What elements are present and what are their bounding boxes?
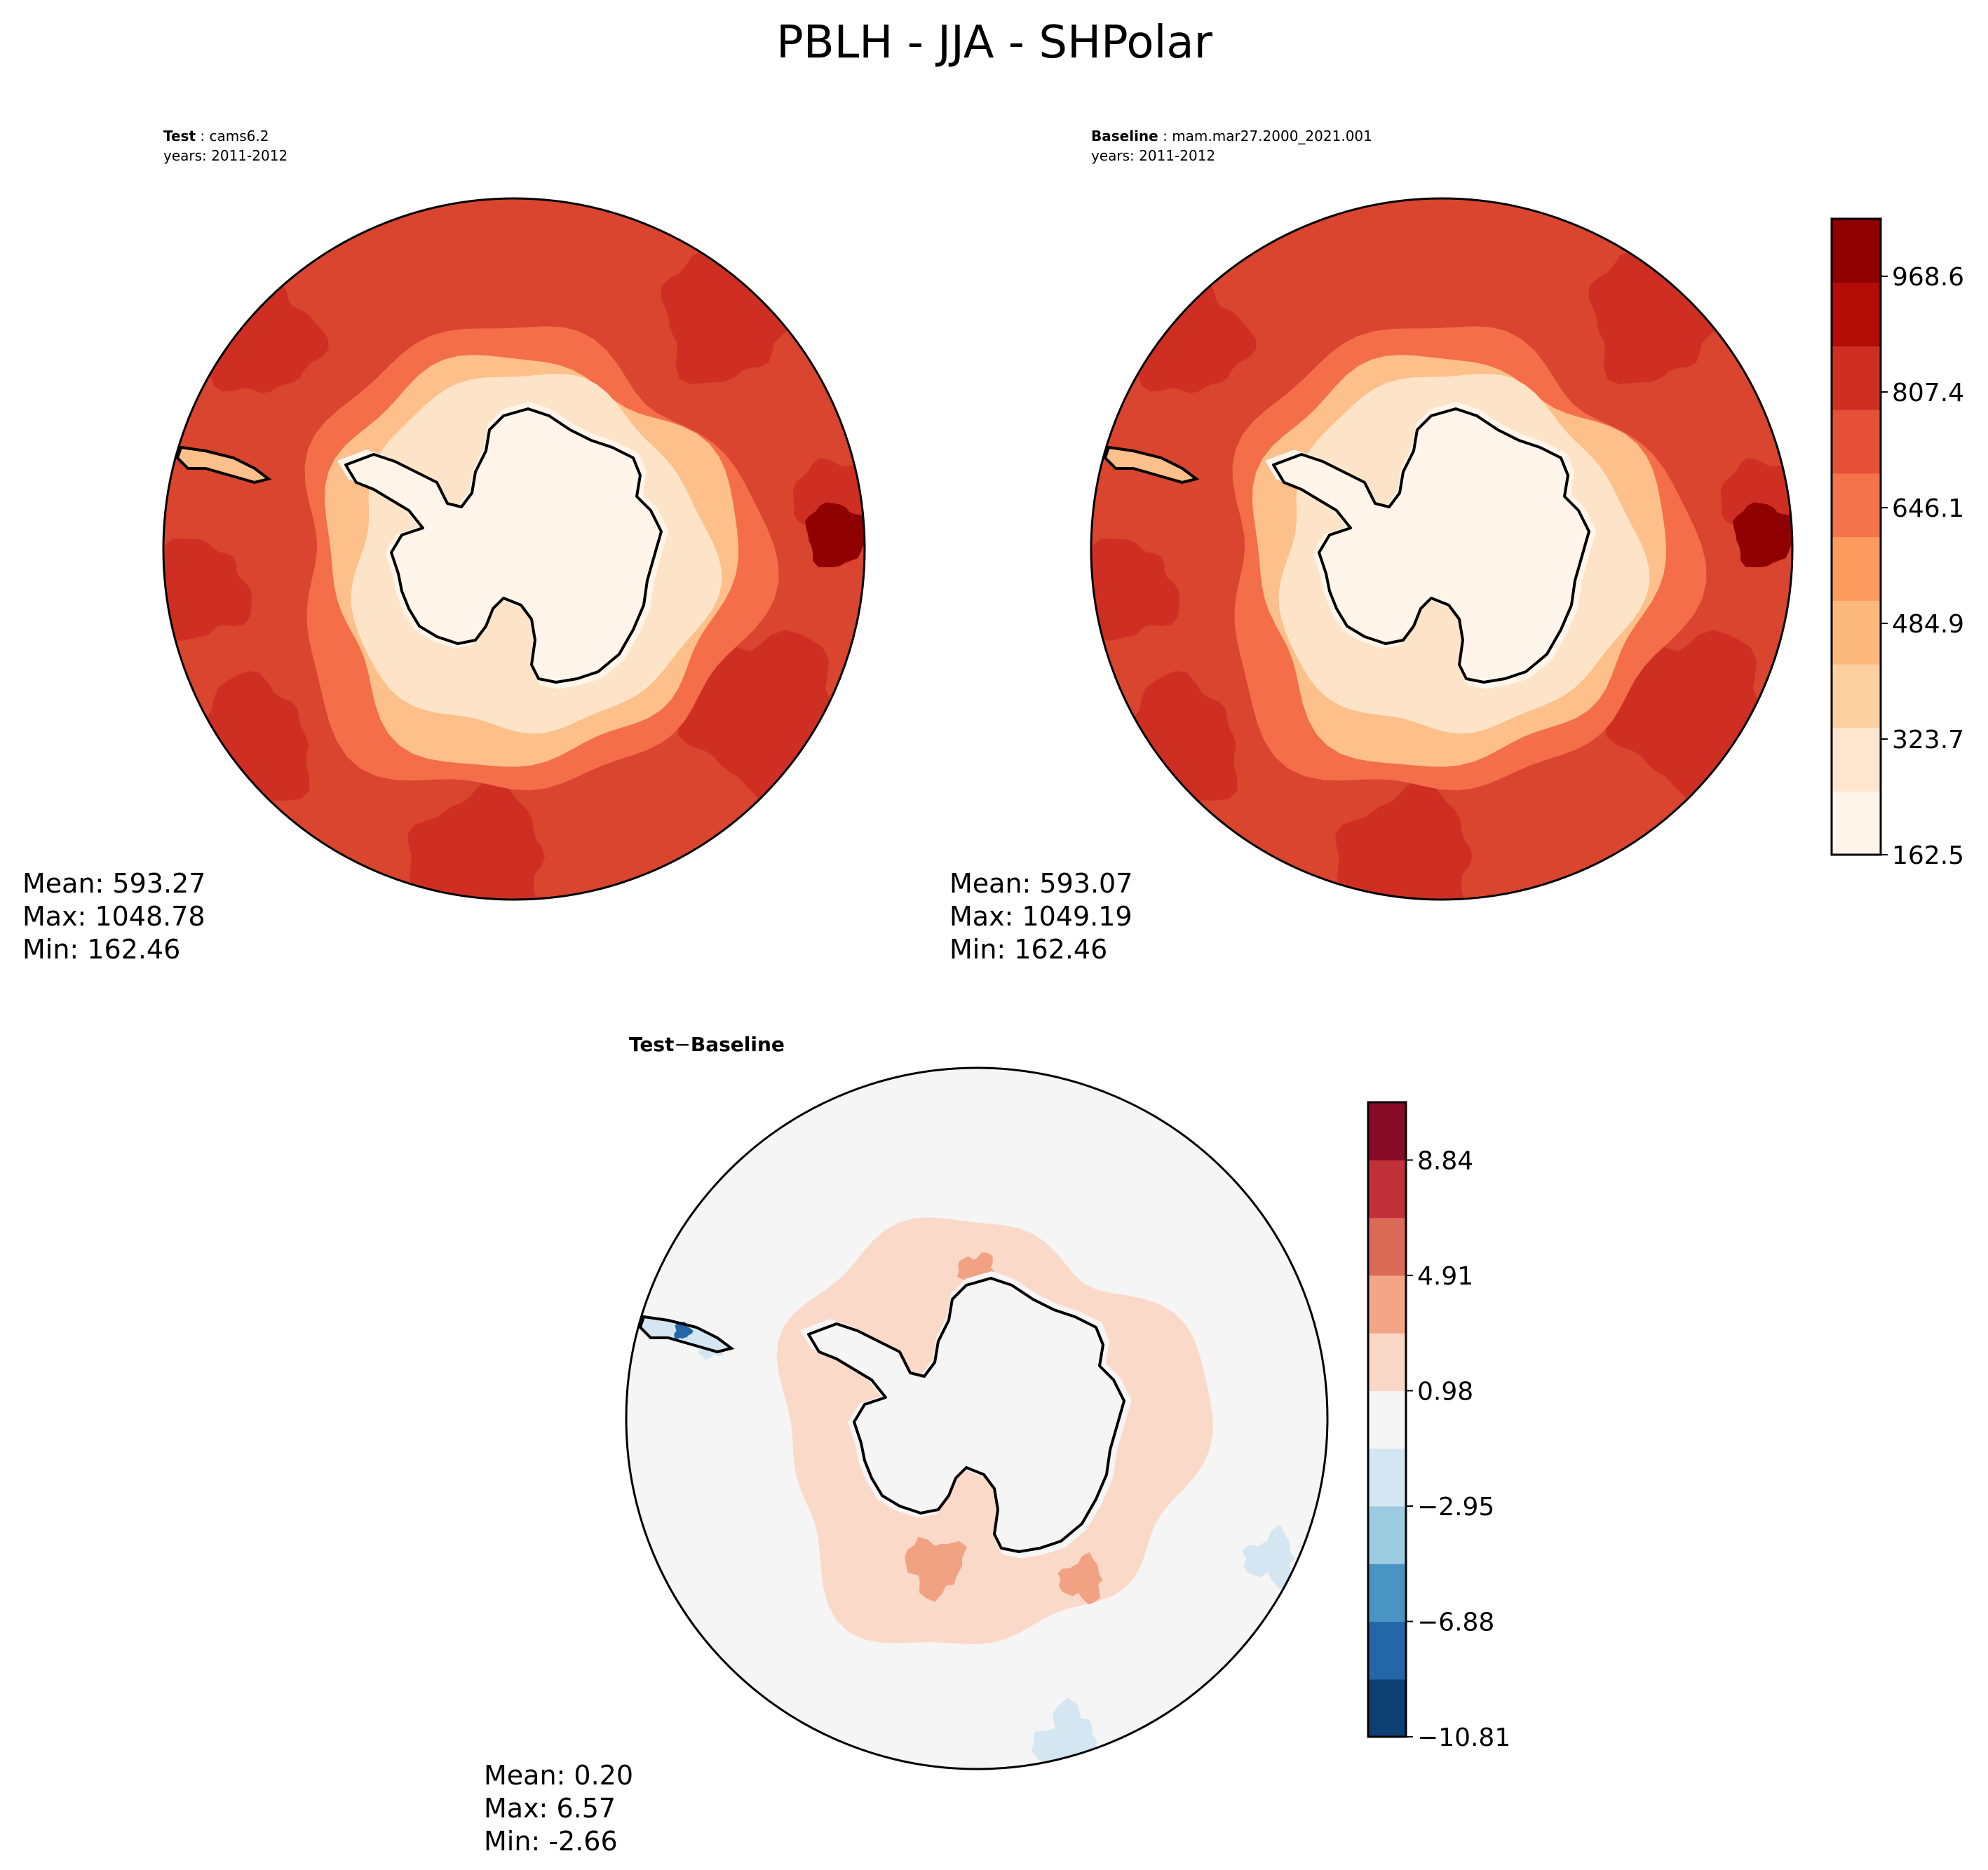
cbar-diff-swatch [1368, 1333, 1406, 1391]
cbar-abs-swatch [1832, 473, 1881, 538]
panel-baseline-label-sep: : [1158, 128, 1172, 144]
baseline-max-patch [1733, 502, 1792, 567]
test-coastline [344, 407, 663, 684]
cbar-diff-swatch [1368, 1160, 1406, 1219]
cbar-abs-tick-label: 646.1 [1892, 494, 1964, 523]
panel-baseline-max: Max: 1049.19 [949, 901, 1132, 932]
test-south-america-coast [175, 445, 272, 485]
cbar-abs-tick-label: 484.9 [1892, 610, 1964, 639]
baseline-south-america-coast [1103, 445, 1200, 485]
panel-diff-mean: Mean: 0.20 [484, 1760, 633, 1791]
cbar-diff-tick-label: 4.91 [1417, 1262, 1473, 1291]
panel-diff-max: Max: 6.57 [484, 1793, 616, 1824]
diff-negative-core [674, 1321, 694, 1340]
panel-diff-min: Min: -2.66 [484, 1826, 618, 1857]
cbar-abs-tick-label: 323.7 [1892, 726, 1964, 754]
colorbar-absolute: 162.5 323.7 484.9 646.1 807.4 968.6 [1830, 217, 1964, 870]
cbar-abs-swatch [1832, 663, 1881, 729]
panel-test-label-bold: Test [163, 128, 196, 144]
diff-negative-patch [1242, 1524, 1296, 1590]
cbar-diff-swatch [1368, 1275, 1406, 1334]
panel-diff-title-test: Test [629, 1033, 674, 1056]
panel-test-label-sep: : [196, 128, 209, 144]
colorbar-difference: −10.81 −6.88 −2.95 0.98 4.91 8.84 [1367, 1101, 1510, 1752]
panel-diff-title: Test−Baseline [629, 1033, 785, 1056]
diff-coastline [807, 1277, 1125, 1553]
cbar-abs-swatch [1832, 727, 1881, 792]
panel-baseline-min: Min: 162.46 [949, 934, 1107, 965]
test-map-boundary [162, 197, 866, 901]
test-dark-patch [163, 538, 252, 641]
panel-test-case-name: cams6.2 [209, 128, 269, 144]
panel-test: Test : cams6.2 years: 2011-2012 Mean: 59… [22, 128, 866, 965]
cbar-abs-tick-label: 968.6 [1892, 263, 1964, 292]
cbar-diff-swatch [1368, 1448, 1406, 1507]
cbar-diff-swatch [1368, 1621, 1406, 1680]
baseline-map-boundary [1090, 197, 1794, 901]
cbar-diff-tick-label: −10.81 [1417, 1723, 1510, 1752]
cbar-diff-swatch [1368, 1505, 1406, 1564]
panel-test-label: Test : cams6.2 [163, 128, 269, 144]
map-difference [625, 1066, 1329, 1770]
cbar-abs-swatch [1832, 600, 1881, 665]
cbar-abs-swatch [1832, 409, 1881, 474]
panel-test-max: Max: 1048.78 [22, 901, 205, 932]
panel-test-min: Min: 162.46 [22, 934, 180, 965]
diff-positive-patch [905, 1536, 967, 1602]
panel-diff-title-minus: − [674, 1033, 690, 1056]
cbar-abs-swatch [1832, 791, 1881, 855]
test-contour-field [163, 198, 865, 900]
map-test [162, 197, 866, 901]
diff-south-america-coast [638, 1315, 735, 1354]
diff-positive-patch [1057, 1552, 1103, 1605]
panel-baseline-case-name: mam.mar27.2000_2021.001 [1172, 128, 1372, 144]
cbar-abs-swatch [1832, 219, 1881, 283]
cbar-abs-swatch [1832, 282, 1881, 346]
cbar-diff-swatch [1368, 1679, 1406, 1737]
cbar-diff-tick-label: 0.98 [1417, 1377, 1473, 1406]
baseline-dark-patch [1091, 538, 1180, 641]
diff-map-boundary [625, 1066, 1329, 1770]
panel-baseline-label: Baseline : mam.mar27.2000_2021.001 [1091, 128, 1372, 144]
panel-baseline-mean: Mean: 593.07 [949, 868, 1132, 899]
cbar-abs-tick-label: 807.4 [1892, 379, 1964, 407]
cbar-abs-swatch [1832, 536, 1881, 601]
panel-test-years: years: 2011-2012 [163, 147, 288, 164]
cbar-diff-frame [1367, 1101, 1407, 1738]
cbar-diff-swatch [1368, 1102, 1406, 1160]
baseline-contour-field [1091, 198, 1792, 900]
cbar-abs-frame [1830, 217, 1882, 856]
panel-test-mean: Mean: 593.27 [22, 868, 205, 899]
cbar-diff-swatch [1368, 1217, 1406, 1276]
test-max-patch [805, 502, 865, 567]
panel-baseline: Baseline : mam.mar27.2000_2021.001 years… [949, 128, 1794, 965]
diff-contour-field [626, 1068, 1327, 1769]
panel-baseline-label-bold: Baseline [1091, 128, 1158, 144]
cbar-diff-tick-label: −2.95 [1417, 1493, 1494, 1522]
cbar-diff-tick-label: −6.88 [1417, 1608, 1494, 1637]
map-baseline [1090, 197, 1794, 901]
figure-title: PBLH - JJA - SHPolar [776, 17, 1212, 69]
cbar-diff-tick-label: 8.84 [1417, 1146, 1473, 1175]
cbar-abs-tick-label: 162.5 [1892, 841, 1964, 870]
cbar-diff-swatch [1368, 1390, 1406, 1449]
panel-diff-title-baseline: Baseline [691, 1033, 785, 1056]
panel-baseline-years: years: 2011-2012 [1091, 147, 1215, 164]
baseline-coastline [1272, 407, 1590, 684]
panel-difference: Test−Baseline Mean: 0.20 Max: 6.57 Min: … [484, 1033, 1329, 1857]
cbar-diff-swatch [1368, 1564, 1406, 1622]
cbar-abs-swatch [1832, 346, 1881, 410]
